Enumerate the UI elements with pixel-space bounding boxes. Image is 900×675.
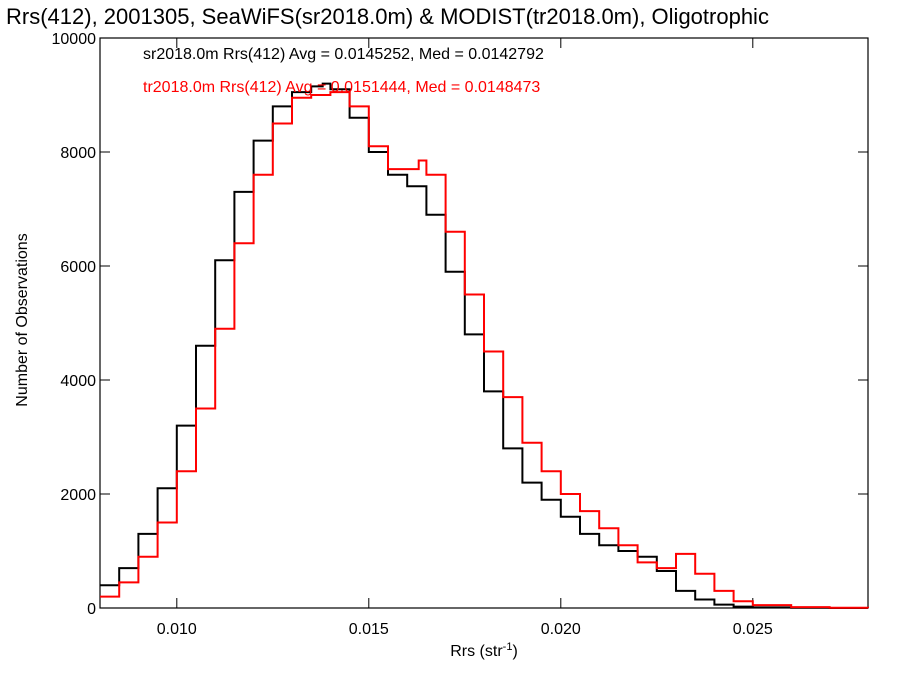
- x-tick-label: 0.025: [733, 621, 773, 638]
- x-axis-label-end: ): [512, 643, 517, 660]
- legend-entry-tr2018: tr2018.0m Rrs(412) Avg = 0.0151444, Med …: [143, 79, 540, 96]
- series-lines: [100, 82, 869, 609]
- x-axis-label: Rrs (str-1): [450, 641, 518, 660]
- y-tick-label: 0: [87, 601, 96, 618]
- series-line-tr2018: [100, 91, 869, 609]
- y-tick-label: 4000: [60, 373, 96, 390]
- x-axis: 0.010 0.015 0.020 0.025: [157, 38, 773, 638]
- legend-entry-sr2018: sr2018.0m Rrs(412) Avg = 0.0145252, Med …: [143, 46, 544, 63]
- x-tick-label: 0.010: [157, 621, 197, 638]
- y-tick-label: 10000: [52, 31, 97, 48]
- y-axis: 0 2000 4000 6000 8000 10000: [52, 31, 868, 618]
- x-tick-label: 0.015: [349, 621, 389, 638]
- x-axis-label-main: Rrs (str: [450, 643, 503, 660]
- x-axis-label-superscript: -1: [503, 641, 513, 653]
- y-axis-label: Number of Observations: [14, 233, 31, 406]
- y-tick-label: 6000: [60, 259, 96, 276]
- y-tick-label: 8000: [60, 145, 96, 162]
- x-tick-label: 0.020: [541, 621, 581, 638]
- y-tick-label: 2000: [60, 487, 96, 504]
- series-line-sr2018: [100, 82, 868, 609]
- chart-title: Rrs(412), 2001305, SeaWiFS(sr2018.0m) & …: [6, 4, 769, 29]
- plot-frame: [99, 37, 869, 609]
